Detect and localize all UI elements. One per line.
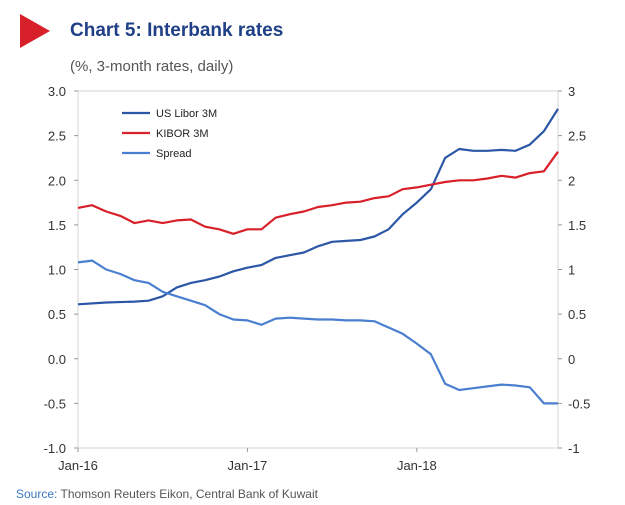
y-tick-label-left: -1.0: [44, 441, 66, 456]
source-text: Thomson Reuters Eikon, Central Bank of K…: [60, 487, 318, 501]
y-tick-label-right: 1: [568, 263, 575, 278]
y-tick-label-right: -1: [568, 441, 580, 456]
y-tick-label-left: 0.5: [48, 307, 66, 322]
y-tick-label-right: 0.5: [568, 307, 586, 322]
source-note: Source: Thomson Reuters Eikon, Central B…: [16, 487, 318, 501]
y-tick-label-left: 1.0: [48, 263, 66, 278]
legend-label: US Libor 3M: [156, 108, 217, 120]
series-line-spread: [77, 259, 558, 405]
y-tick-label-left: 1.5: [48, 218, 66, 233]
y-tick-label-right: 2.5: [568, 129, 586, 144]
x-tick-label: Jan-17: [228, 458, 268, 473]
title-marker: [20, 14, 50, 48]
chart-subtitle: (%, 3-month rates, daily): [70, 58, 234, 75]
y-tick-label-right: 1.5: [568, 218, 586, 233]
y-tick-label-right: -0.5: [568, 396, 590, 411]
source-label: Source:: [16, 487, 58, 501]
series-lines: [77, 108, 559, 405]
chart-title: Chart 5: Interbank rates: [70, 20, 284, 41]
y-tick-label-right: 2: [568, 173, 575, 188]
y-tick-label-right: 0: [568, 352, 575, 367]
legend-label: KIBOR 3M: [156, 128, 209, 140]
y-tick-label-left: -0.5: [44, 396, 66, 411]
y-tick-label-right: 3: [568, 84, 575, 99]
series-line-kibor-3m: [77, 151, 559, 235]
x-tick-label: Jan-16: [58, 458, 98, 473]
y-tick-label-left: 3.0: [48, 84, 66, 99]
legend: US Libor 3M KIBOR 3M Spread: [122, 108, 217, 160]
x-tick-label: Jan-18: [397, 458, 437, 473]
plot-area: [77, 90, 559, 449]
y-tick-label-left: 2.0: [48, 173, 66, 188]
axis-ticks: 3.0 2.5 2.0 1.5 1.0 0.5 0.0 -0.5 -1.0 3 2.5 2 1.5 1 0.…: [44, 84, 591, 473]
series-line-us-libor-3m: [77, 108, 559, 306]
y-tick-label-left: 2.5: [48, 129, 66, 144]
y-tick-label-left: 0.0: [48, 352, 66, 367]
legend-label: Spread: [156, 148, 191, 160]
